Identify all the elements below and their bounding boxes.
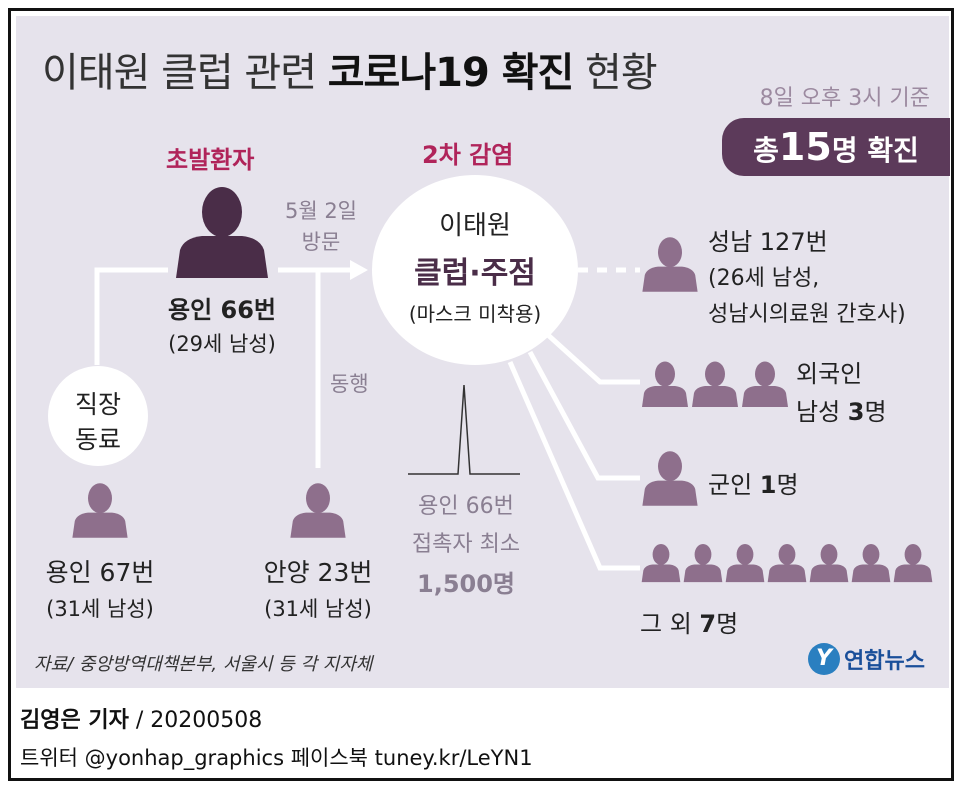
secondary-infection-label: 2차 감염 [422, 141, 514, 169]
yongin67-person-icon [72, 483, 128, 538]
others-count: 그 외 7명 [640, 610, 739, 638]
coworker-line1: 직장 [74, 390, 121, 419]
logo-text: 연합뉴스 [844, 649, 925, 674]
visit-arrow-head [350, 260, 368, 280]
index-patient-name: 용인 66번 [168, 296, 276, 324]
others-branch-line [507, 360, 640, 571]
coworker-circle [48, 366, 148, 466]
anyang23-person-icon [290, 483, 346, 538]
foreign-line1: 외국인 [796, 360, 863, 388]
seongnam-person-icon [642, 237, 698, 292]
contacts-line3: 1,500명 [417, 570, 515, 598]
foreign-line2: 남성 3명 [796, 398, 887, 426]
coworker-line2: 동료 [74, 425, 121, 454]
accompany-label: 동행 [330, 372, 369, 396]
basis-time: 8일 오후 3시 기준 [759, 86, 930, 111]
index-patient-label: 초발환자 [166, 146, 255, 174]
soldier-branch-line [527, 350, 640, 481]
person-icon [692, 361, 738, 407]
contacts-line2: 접촉자 최소 [411, 532, 521, 557]
person-icon [641, 543, 681, 583]
club-line3: (마스크 미착용) [408, 302, 542, 326]
soldier-person-icon [642, 451, 698, 506]
reporter-credit: 김영은 기자 / 20200508 [20, 708, 263, 733]
seongnam-detail2: 성남시의료원 간호사) [708, 302, 906, 327]
person-icon [725, 543, 765, 583]
contacts-line1: 용인 66번 [418, 494, 514, 519]
index-patient-detail: (29세 남성) [168, 332, 276, 356]
visit-action: 방문 [301, 230, 341, 254]
club-line2: 클럽·주점 [414, 256, 536, 291]
club-line1: 이태원 [439, 211, 511, 241]
person-icon [683, 543, 723, 583]
yongin67-detail: (31세 남성) [46, 597, 154, 621]
total-confirmed-badge: 총15명 확진 [722, 118, 950, 176]
person-icon [642, 361, 688, 407]
yonhap-logo: Y 연합뉴스 [808, 642, 925, 676]
soldier-count: 군인 1명 [708, 471, 799, 499]
foreign-person-group [640, 352, 790, 414]
others-person-group [640, 534, 934, 590]
contact-spike-graph [408, 384, 520, 475]
seongnam-name: 성남 127번 [708, 228, 828, 256]
person-icon [742, 361, 788, 407]
logo-mark: Y [808, 643, 840, 675]
social-links: 트위터 @yonhap_graphics 페이스북 tuney.kr/LeYN1 [20, 746, 533, 770]
foreign-branch-line [546, 333, 640, 385]
page-title: 이태원 클럽 관련 코로나19 확진 현황 [42, 50, 658, 96]
index-patient-person-icon [176, 187, 268, 278]
anyang23-detail: (31세 남성) [264, 597, 372, 621]
anyang23-name: 안양 23번 [263, 558, 373, 587]
person-icon [767, 543, 807, 583]
seongnam-detail1: (26세 남성, [708, 266, 820, 291]
yongin67-name: 용인 67번 [45, 558, 155, 587]
person-icon [893, 543, 933, 583]
person-icon [851, 543, 891, 583]
person-icon [809, 543, 849, 583]
club-circle [372, 175, 578, 365]
visit-date: 5월 2일 [284, 199, 358, 223]
source-note: 자료/ 중앙방역대책본부, 서울시 등 각 지자체 [34, 654, 373, 675]
coworker-line [94, 267, 168, 365]
